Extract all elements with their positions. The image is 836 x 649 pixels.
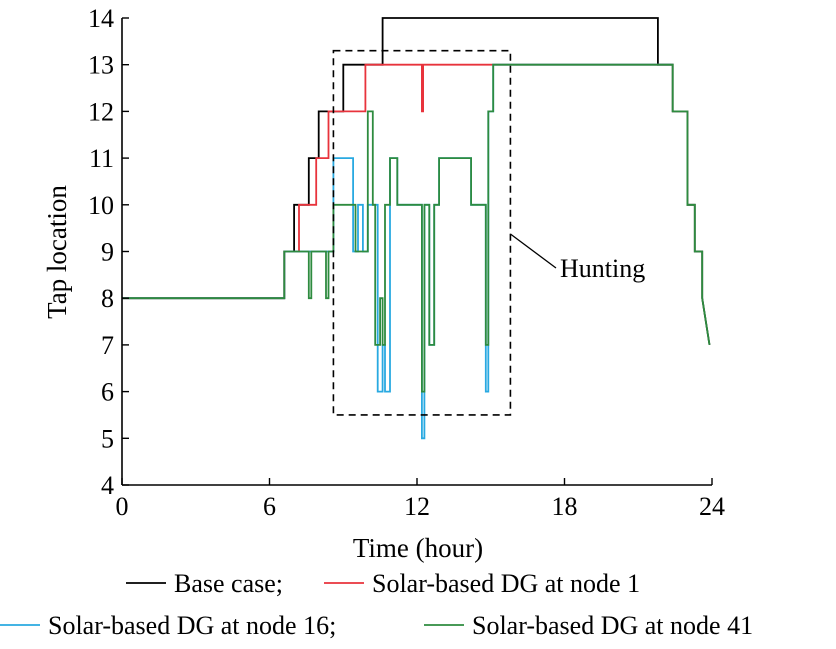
axes: 4 5 6 7 8 9 10 11 12 13 14 0 6 12 18 24 [88,4,725,521]
x-tick-label: 24 [699,492,725,521]
y-tick-label: 5 [101,424,114,453]
y-tick-label: 13 [88,51,114,80]
legend: Base case; Solar-based DG at node 1 Solar-… [0,569,753,640]
y-tick-label: 11 [89,144,114,173]
x-tick-label: 18 [552,492,578,521]
hunting-box [332,49,512,416]
hunting-leader-line [510,233,557,269]
y-tick-label: 4 [101,471,114,500]
y-tick-label: 9 [101,238,114,267]
y-tick-label: 6 [101,378,114,407]
x-tick-label: 0 [116,492,129,521]
series-line-1 [122,17,711,346]
y-tick-label: 7 [101,331,114,360]
y-tick-label: 8 [101,284,114,313]
y-tick-label: 10 [88,191,114,220]
series-layer [122,17,711,440]
hunting-annotation: Hunting [332,49,645,416]
x-tick-label: 12 [404,492,430,521]
legend-label-2: Solar-based DG at node 1 [372,569,640,598]
x-tick-label: 6 [263,492,276,521]
legend-label-4: Solar-based DG at node 41 [472,611,753,640]
x-axis-label: Time (hour) [353,533,483,563]
legend-label-1: Base case; [174,569,283,598]
series-line-4 [122,63,711,393]
hunting-label: Hunting [560,254,645,283]
legend-label-3: Solar-based DG at node 16; [48,611,336,640]
series-line-3 [122,63,673,440]
y-tick-label: 12 [88,97,114,126]
y-tick-label: 14 [88,4,114,33]
y-axis-label: Tap location [42,185,72,319]
